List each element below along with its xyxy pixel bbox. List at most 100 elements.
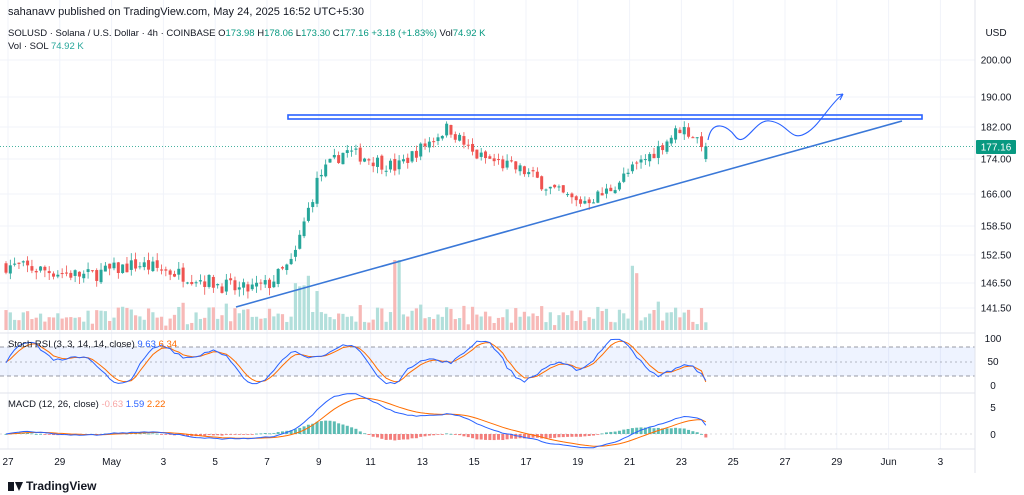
time-tick-label: 13: [417, 457, 429, 468]
candle-body: [77, 271, 81, 277]
volume-bar: [470, 306, 475, 330]
candle-body: [95, 270, 99, 281]
candle-body: [224, 279, 228, 292]
volume-legend[interactable]: Vol · SOL 74.92 K: [8, 41, 84, 52]
stoch-rsi-pane[interactable]: [0, 338, 975, 385]
volume-bar: [332, 319, 336, 330]
volume-bar: [345, 316, 349, 330]
macd-hist-bar: [39, 433, 43, 435]
macd-hist-bar: [695, 432, 699, 434]
volume-bar: [103, 311, 107, 330]
candle-body: [4, 263, 8, 273]
macd-hist-bar: [505, 434, 509, 440]
candle-body: [449, 125, 453, 135]
macd-hist-bar: [47, 434, 51, 435]
ascending-trendline[interactable]: [235, 120, 903, 308]
macd-hist-bar: [26, 432, 30, 434]
projection-path[interactable]: [707, 93, 844, 141]
macd-hist-bar: [220, 434, 224, 436]
volume-bar: [306, 275, 310, 330]
candle-body: [505, 160, 509, 168]
candle-body: [648, 154, 652, 162]
macd-hist-bar: [531, 434, 535, 438]
volume-bar: [4, 310, 8, 330]
volume-bar: [704, 322, 708, 330]
high-value: 178.06: [264, 28, 294, 39]
macd-hist-bar: [682, 428, 686, 434]
volume-bar: [613, 322, 617, 330]
macd-hist-bar: [635, 427, 639, 434]
macd-hist-bar: [527, 434, 531, 439]
candle-body: [17, 262, 21, 264]
candle-body: [613, 190, 617, 194]
candle-body: [108, 263, 112, 269]
macd-legend[interactable]: MACD (12, 26, close) -0.63 1.59 2.22: [8, 399, 165, 410]
resistance-zone[interactable]: [287, 114, 923, 120]
stoch-tick-0: 0: [990, 381, 996, 392]
macd-hist-bar: [609, 431, 613, 434]
volume-bar: [643, 317, 647, 330]
volume-bar: [90, 323, 94, 330]
tradingview-logo-text: TradingView: [26, 479, 97, 493]
candle-body: [345, 150, 349, 153]
volume-bar: [488, 316, 492, 330]
tradingview-logo-icon: [8, 482, 23, 491]
vol-label: Vol: [439, 28, 453, 39]
symbol-legend[interactable]: SOLUSD · Solana / U.S. Dollar · 4h · COI…: [8, 28, 485, 39]
candle-body: [669, 137, 673, 144]
volume-bar: [578, 310, 583, 330]
macd-hist-bar: [142, 433, 146, 434]
volume-bar: [406, 316, 410, 330]
volume-bar: [661, 320, 665, 330]
macd-hist-bar: [259, 433, 263, 435]
volume-bar: [604, 308, 609, 330]
volume-bar: [354, 321, 358, 330]
macd-hist-bar: [207, 434, 211, 436]
volume-bar: [531, 313, 535, 330]
volume-bars: [4, 260, 708, 330]
volume-bar: [410, 310, 414, 330]
macd-hist-bar: [289, 430, 293, 434]
volume-bar: [362, 321, 367, 330]
candle-body: [570, 193, 574, 198]
macd-hist-bar: [354, 428, 358, 434]
stoch-legend[interactable]: Stoch RSI (3, 3, 14, 14, close) 9.63 6.3…: [8, 339, 177, 350]
candle-body: [574, 196, 578, 201]
candle-body: [540, 176, 544, 190]
macd-hist-bar: [587, 434, 591, 436]
macd-hist-bar: [704, 434, 708, 438]
macd-label: MACD (12, 26, close): [8, 399, 99, 410]
macd-hist-bar: [471, 434, 475, 439]
candle-body: [103, 265, 107, 272]
candle-body: [579, 199, 583, 204]
macd-hist-bar: [414, 434, 418, 439]
macd-value: 1.59: [125, 399, 145, 410]
macd-hist-bar: [332, 421, 336, 434]
time-axis[interactable]: 27 29 May 3 5 7 9 11 13 15 17 19 21 23 25 27 29 Jun 3: [2, 457, 943, 468]
candle-body: [687, 127, 691, 137]
vol-value: 74.92 K: [452, 28, 486, 39]
stoch-d-value: 6.34: [158, 339, 178, 350]
candle-body: [393, 159, 397, 171]
macd-pane[interactable]: [0, 393, 975, 449]
candle-body: [678, 129, 682, 134]
macd-hist-bar: [388, 434, 392, 440]
high-label: H: [257, 28, 265, 39]
tradingview-logo[interactable]: TradingView: [8, 479, 96, 493]
candle-body: [155, 260, 159, 268]
volume-bar: [553, 325, 557, 330]
volume-bar: [125, 307, 129, 330]
macd-hist-bar: [453, 434, 457, 435]
candle-body: [691, 137, 695, 139]
volume-bar: [652, 309, 656, 330]
volume-bar: [21, 312, 25, 330]
volume-bar: [458, 318, 462, 330]
macd-hist-bar: [350, 427, 354, 434]
price-pane[interactable]: [0, 93, 975, 330]
price-axis[interactable]: USD 200.00 190.00 182.00 174.00 166.00 158.50…: [976, 28, 1016, 441]
volume-bar: [112, 317, 116, 330]
volume-bar: [630, 265, 634, 330]
candle-body: [190, 282, 194, 285]
candle-body: [587, 199, 591, 204]
